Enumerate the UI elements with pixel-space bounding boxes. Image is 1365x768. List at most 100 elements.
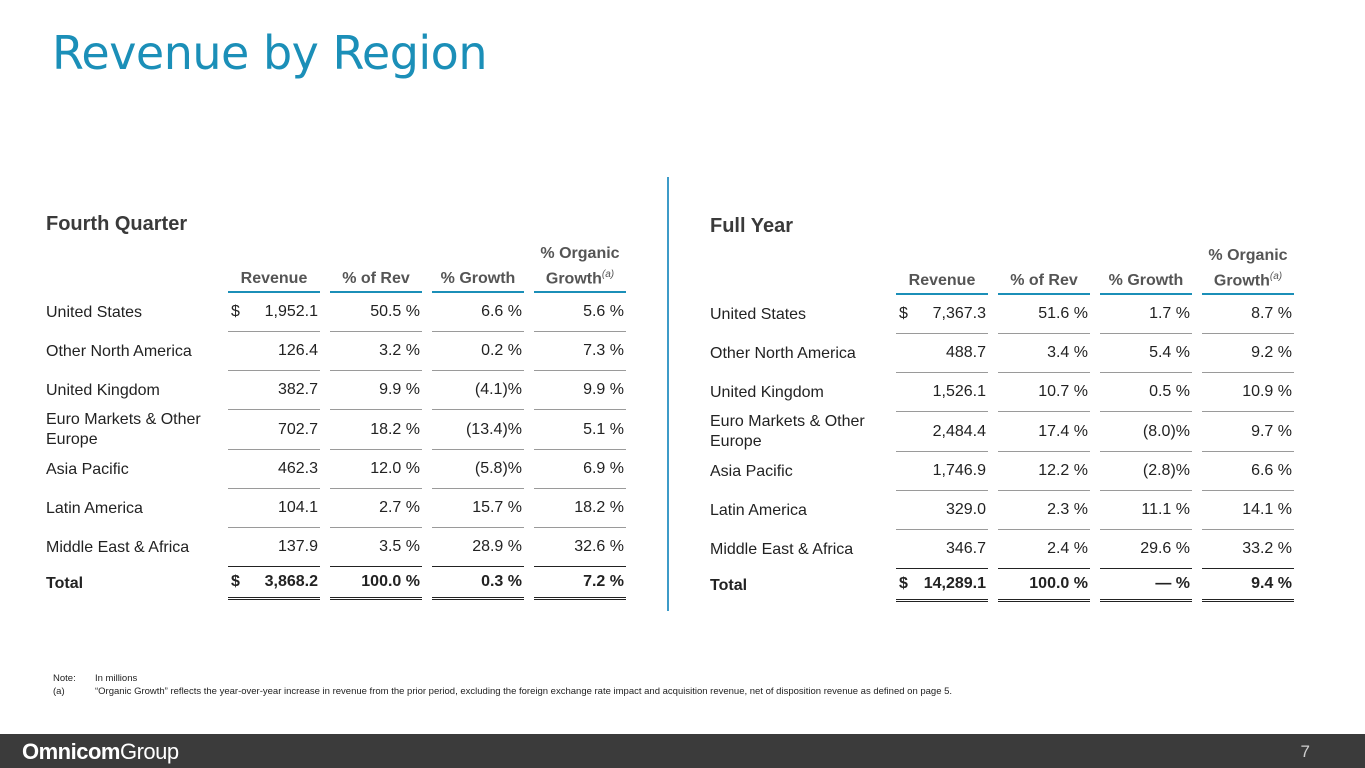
footnote-a-text: “Organic Growth” reflects the year-over-…	[95, 686, 953, 697]
revenue-value: 7,367.3	[932, 305, 986, 323]
column-gap	[1090, 334, 1100, 373]
pct-rev-cell: 3.2 %	[330, 332, 422, 372]
table-row: Euro Markets & Other Europe 2,484.4 17.4 %…	[710, 412, 1294, 453]
table-header-row: Revenue% of Rev% Growth % Organic Growth(a…	[710, 245, 1294, 296]
full-year-table: Revenue% of Rev% Growth % Organic Growth(a…	[710, 245, 1294, 603]
revenue-value: 702.7	[277, 420, 318, 438]
header-pct-growth: % Growth	[1100, 245, 1192, 296]
column-gap	[524, 410, 534, 450]
revenue-value: 14,289.1	[923, 575, 986, 593]
revenue-value: 137.9	[277, 538, 318, 556]
column-gap	[1090, 491, 1100, 530]
region-name: Total	[710, 576, 748, 594]
organic-growth-cell: 6.9 %	[534, 450, 626, 490]
column-gap	[524, 293, 534, 332]
column-gap	[524, 371, 534, 410]
revenue-value: 3,868.2	[264, 573, 318, 591]
column-gap	[1090, 373, 1100, 412]
pct-growth-cell: (4.1)%	[432, 371, 524, 411]
pct-rev-cell: 100.0 %	[330, 567, 422, 601]
header-revenue: Revenue	[896, 245, 988, 296]
pct-rev-cell: 12.2 %	[998, 452, 1090, 492]
table-row: Asia Pacific 1,746.9 12.2 % (2.8)% 6.6 %	[710, 452, 1294, 492]
revenue-cell: 126.4	[228, 332, 320, 372]
revenue-value: 1,526.1	[932, 383, 986, 401]
fourth-quarter-table: Revenue% of Rev% Growth % Organic Growth(a…	[46, 243, 626, 601]
column-gap	[524, 489, 534, 528]
pct-rev-cell: 51.6 %	[998, 295, 1090, 335]
table-row: Euro Markets & Other Europe 702.7 18.2 % (1…	[46, 410, 626, 451]
revenue-cell: 1,746.9	[896, 452, 988, 492]
column-gap	[988, 295, 998, 334]
column-gap	[320, 293, 330, 332]
column-gap	[1090, 295, 1100, 334]
organic-growth-cell: 6.6 %	[1202, 452, 1294, 492]
revenue-cell: 329.0	[896, 491, 988, 531]
page-number: 7	[1300, 742, 1310, 761]
pct-growth-cell: (13.4)%	[432, 410, 524, 451]
region-name: Middle East & Africa	[46, 538, 190, 556]
region-name: Asia Pacific	[46, 460, 129, 478]
header-pct-rev: % of Rev	[330, 243, 422, 294]
full-year-title: Full Year	[710, 215, 794, 237]
column-gap	[1192, 412, 1202, 452]
pct-growth-cell: 0.3 %	[432, 567, 524, 601]
revenue-value: 1,952.1	[264, 303, 318, 321]
revenue-value: 382.7	[277, 381, 318, 399]
table-row: Latin America 329.0 2.3 % 11.1 % 14.1 %	[710, 491, 1294, 531]
revenue-value: 462.3	[277, 460, 318, 478]
header-organic-growth: % Organic Growth(a)	[534, 243, 626, 294]
pct-growth-cell: 5.4 %	[1100, 334, 1192, 374]
revenue-value: 329.0	[945, 501, 986, 519]
table-total-row: Total $14,289.1 100.0 % — % 9.4 %	[710, 569, 1294, 603]
column-gap	[1192, 334, 1202, 373]
header-gap	[1090, 245, 1100, 295]
footnotes: Note: In millions (a) “Organic Growth” ref…	[53, 672, 952, 698]
revenue-cell: $14,289.1	[896, 569, 988, 603]
pct-growth-cell: 15.7 %	[432, 489, 524, 529]
column-gap	[1090, 530, 1100, 569]
revenue-cell: 346.7	[896, 530, 988, 570]
column-gap	[320, 410, 330, 450]
column-gap	[320, 450, 330, 489]
pct-growth-cell: 11.1 %	[1100, 491, 1192, 531]
revenue-value: 2,484.4	[932, 422, 986, 440]
header-region	[46, 243, 228, 293]
organic-growth-cell: 7.3 %	[534, 332, 626, 372]
organic-growth-cell: 32.6 %	[534, 528, 626, 568]
column-gap	[1090, 452, 1100, 491]
pct-rev-cell: 2.4 %	[998, 530, 1090, 570]
header-organic-growth: % Organic Growth(a)	[1202, 245, 1294, 296]
header-gap	[1192, 245, 1202, 295]
revenue-value: 126.4	[277, 342, 318, 360]
revenue-cell: 104.1	[228, 489, 320, 529]
region-name: United States	[710, 305, 807, 323]
revenue-cell: 702.7	[228, 410, 320, 451]
pct-rev-cell: 9.9 %	[330, 371, 422, 411]
column-gap	[320, 332, 330, 371]
logo-bold-text: Omnicom	[22, 739, 120, 764]
pct-growth-cell: 0.5 %	[1100, 373, 1192, 413]
table-row: Other North America 126.4 3.2 % 0.2 % 7.3 %	[46, 332, 626, 372]
pct-growth-cell: — %	[1100, 569, 1192, 603]
currency-symbol: $	[899, 305, 908, 323]
column-gap	[320, 371, 330, 410]
revenue-cell: 2,484.4	[896, 412, 988, 453]
region-name: Latin America	[46, 499, 143, 517]
pct-rev-cell: 2.3 %	[998, 491, 1090, 531]
header-gap	[422, 243, 432, 293]
column-gap	[988, 569, 998, 602]
organic-growth-cell: 7.2 %	[534, 567, 626, 601]
revenue-cell: $7,367.3	[896, 295, 988, 335]
pct-growth-cell: (5.8)%	[432, 450, 524, 490]
pct-rev-cell: 3.4 %	[998, 334, 1090, 374]
column-gap	[1090, 412, 1100, 452]
column-gap	[988, 373, 998, 412]
header-gap	[988, 245, 998, 295]
footnote-a-row: (a) “Organic Growth” reflects the year-ov…	[53, 685, 952, 698]
region-name: Asia Pacific	[710, 462, 793, 480]
region-name: Other North America	[710, 344, 856, 362]
header-gap	[320, 243, 330, 293]
pct-growth-cell: 1.7 %	[1100, 295, 1192, 335]
table-row: Latin America 104.1 2.7 % 15.7 % 18.2 %	[46, 489, 626, 529]
